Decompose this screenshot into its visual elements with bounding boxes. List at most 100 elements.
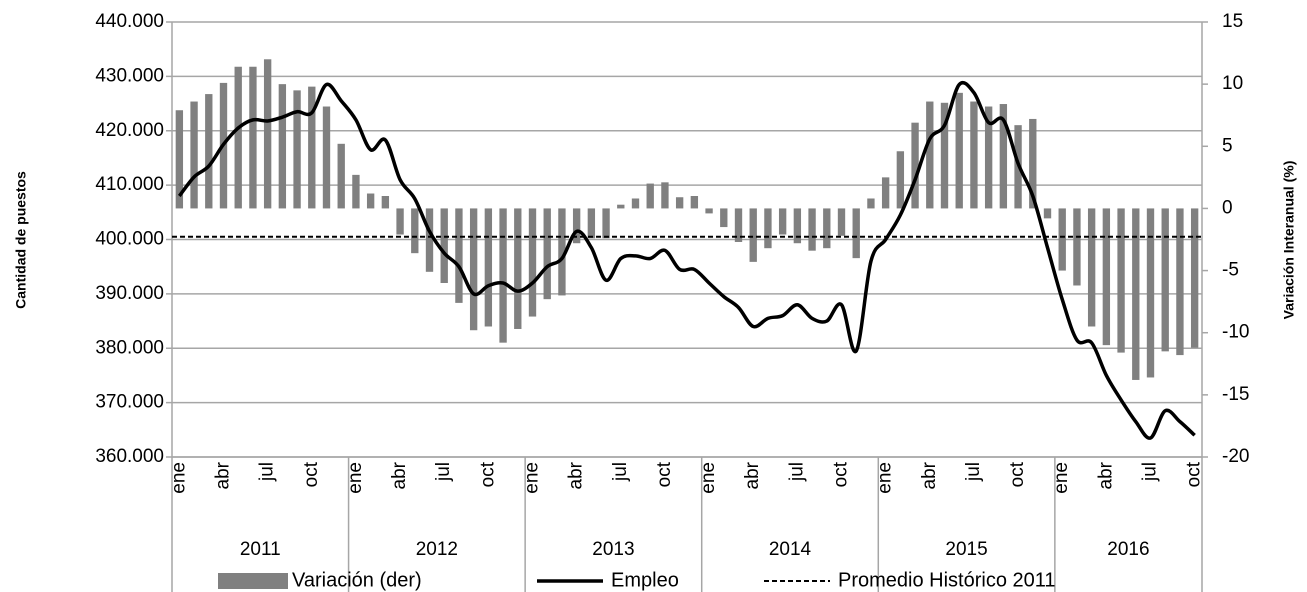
bar <box>896 151 905 209</box>
bar <box>425 208 434 272</box>
bar <box>469 208 478 331</box>
bar <box>263 59 272 209</box>
x-tick-label: ene <box>875 462 896 494</box>
x-tick-label: abr <box>389 461 410 489</box>
x-tick-label: oct <box>654 461 675 487</box>
bar <box>631 198 640 209</box>
bar <box>308 86 316 209</box>
x-tick-label: oct <box>1007 461 1028 487</box>
y2-tick-label: 0 <box>1222 197 1233 218</box>
bar <box>793 208 802 244</box>
bar <box>955 92 963 209</box>
bar <box>705 208 713 214</box>
y2-tick-label: 15 <box>1222 11 1243 32</box>
bar <box>366 193 375 209</box>
group-label: 2014 <box>769 539 812 560</box>
x-tick-label: oct <box>477 461 498 487</box>
bar <box>720 208 728 228</box>
y2-tick-label: 5 <box>1222 135 1233 156</box>
y2-tick-label: 10 <box>1222 73 1243 94</box>
bar <box>881 177 890 209</box>
bar <box>528 208 537 317</box>
bar <box>617 204 625 209</box>
bar <box>499 208 507 343</box>
bar <box>984 106 993 209</box>
bar <box>1117 208 1125 353</box>
y2-tick-label: -5 <box>1222 260 1239 281</box>
bar <box>852 208 860 259</box>
y2-axis-title: Variación Interanual (%) <box>1281 161 1297 320</box>
bar <box>278 84 287 209</box>
group-label: 2015 <box>945 539 987 560</box>
bar <box>1043 208 1052 219</box>
line <box>177 80 1196 440</box>
x-tick-label: oct <box>831 461 852 487</box>
x-tick-label: ene <box>345 462 366 494</box>
x-tick-label: jul <box>963 462 984 482</box>
bar <box>205 94 213 209</box>
bar <box>572 208 581 244</box>
x-tick-label: oct <box>301 461 322 487</box>
bar <box>190 101 198 209</box>
x-tick-label: ene <box>1051 462 1072 494</box>
bar <box>734 208 743 242</box>
bar <box>455 208 463 303</box>
y-tick-label: 360.000 <box>95 446 164 467</box>
bar <box>749 208 757 262</box>
y2-tick-label: -15 <box>1222 384 1249 405</box>
bar <box>514 208 522 329</box>
bar <box>690 196 699 209</box>
bar <box>808 208 816 251</box>
x-tick-label: jul <box>257 462 278 482</box>
bar <box>926 101 934 209</box>
bar <box>411 208 419 254</box>
bar <box>440 208 448 283</box>
group-label: 2012 <box>416 539 458 560</box>
y2-tick-label: -10 <box>1222 322 1249 343</box>
bar <box>911 122 919 209</box>
x-tick-label: ene <box>168 462 189 494</box>
bar <box>1132 208 1140 380</box>
bar <box>1176 208 1184 356</box>
y-tick-label: 400.000 <box>95 229 164 250</box>
y-tick-label: 430.000 <box>95 65 164 86</box>
y-axis-title: Cantidad de puestos <box>13 171 29 309</box>
x-tick-label: abr <box>566 461 587 489</box>
bar <box>322 106 331 209</box>
x-tick-label: jul <box>610 462 631 482</box>
x-tick-label: abr <box>742 461 763 489</box>
group-label: 2011 <box>240 539 281 560</box>
y-tick-label: 390.000 <box>95 283 164 304</box>
bar <box>1058 208 1066 271</box>
bar <box>1073 208 1081 286</box>
x-tick-label: ene <box>698 462 719 494</box>
legend-label: Variación (der) <box>292 569 422 591</box>
bar <box>675 197 684 209</box>
y-tick-label: 370.000 <box>95 392 164 413</box>
legend-swatch <box>218 573 288 589</box>
bar <box>249 66 257 209</box>
y-tick-label: 380.000 <box>95 337 164 358</box>
y2-tick-label: -20 <box>1222 446 1249 467</box>
bar <box>602 208 610 239</box>
bar <box>778 208 787 235</box>
bar <box>1087 208 1096 327</box>
bar <box>661 182 669 209</box>
x-tick-label: jul <box>786 462 807 482</box>
bar <box>1029 118 1037 209</box>
x-tick-label: jul <box>1140 462 1161 482</box>
x-tick-label: jul <box>433 462 454 482</box>
bar <box>484 208 493 327</box>
x-tick-label: oct <box>1184 461 1205 487</box>
bar <box>293 90 301 209</box>
bar <box>1102 208 1111 346</box>
x-tick-label: ene <box>522 462 543 494</box>
y-tick-label: 440.000 <box>95 11 164 32</box>
bar <box>823 208 831 249</box>
bar <box>940 102 949 209</box>
bar <box>1161 208 1169 352</box>
bar <box>175 110 184 209</box>
group-label: 2016 <box>1107 539 1149 560</box>
x-tick-label: abr <box>919 461 940 489</box>
bar <box>381 196 390 209</box>
